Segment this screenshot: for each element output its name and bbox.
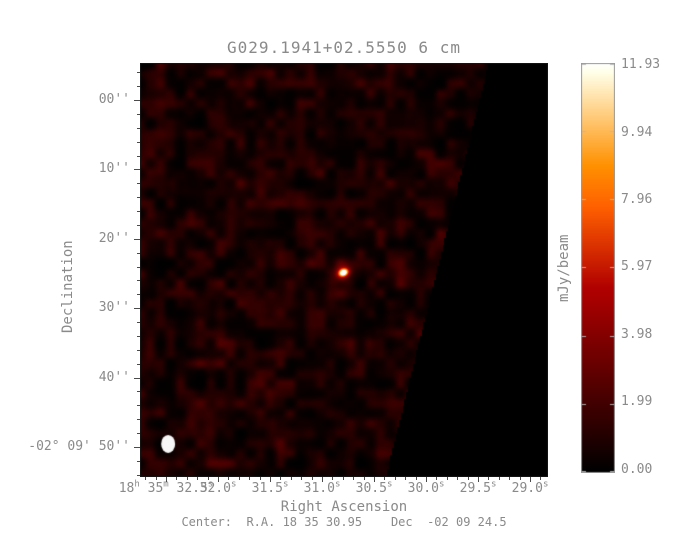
- x-minor-tick-mark: [207, 477, 209, 480]
- x-tick-mark: [478, 477, 479, 482]
- y-minor-tick-mark: [137, 127, 140, 129]
- y-minor-tick-mark: [137, 266, 140, 268]
- y-minor-tick-mark: [137, 280, 140, 282]
- y-minor-tick-mark: [137, 474, 140, 476]
- colorbar-tick-label: 11.93: [621, 57, 661, 72]
- y-minor-tick-mark: [137, 224, 140, 226]
- colorbar-tick-label: 9.94: [621, 124, 653, 140]
- y-tick-label: 20'': [98, 230, 130, 246]
- y-minor-tick-mark: [137, 252, 140, 254]
- x-minor-tick-mark: [384, 477, 386, 480]
- y-tick-label: 00'': [98, 92, 130, 107]
- sky-map-image: [140, 63, 548, 477]
- y-minor-tick-mark: [137, 433, 140, 435]
- x-minor-tick-mark: [405, 477, 407, 480]
- y-minor-tick-mark: [137, 419, 140, 421]
- x-tick-label: 30.0s: [407, 479, 445, 496]
- x-tick-mark: [530, 477, 531, 482]
- x-minor-tick-mark: [498, 477, 500, 480]
- colorbar-tick-label: 7.96: [621, 191, 653, 207]
- y-tick-mark: [134, 100, 140, 101]
- colorbar-title: mJy/beam: [556, 234, 572, 302]
- y-tick-mark: [134, 447, 140, 448]
- y-tick-label: -02° 09' 50'': [28, 439, 130, 454]
- y-axis-title: Declination: [60, 240, 76, 333]
- x-tick-mark: [166, 477, 167, 482]
- y-minor-tick-mark: [137, 86, 140, 88]
- y-minor-tick-mark: [137, 72, 140, 74]
- x-tick-label: 30.5s: [355, 479, 393, 496]
- y-minor-tick-mark: [137, 460, 140, 462]
- y-minor-tick-mark: [137, 183, 140, 185]
- x-minor-tick-mark: [342, 477, 344, 480]
- y-minor-tick-mark: [137, 349, 140, 351]
- y-tick-label: 30'': [98, 300, 130, 316]
- x-tick-label: 31.5s: [251, 479, 289, 496]
- y-minor-tick-mark: [137, 197, 140, 199]
- y-minor-tick-mark: [137, 155, 140, 157]
- x-minor-tick-mark: [415, 477, 417, 480]
- x-minor-tick-mark: [197, 477, 199, 480]
- x-minor-tick-mark: [301, 477, 303, 480]
- x-minor-tick-mark: [259, 477, 261, 480]
- x-minor-tick-mark: [457, 477, 459, 480]
- colorbar: [581, 63, 615, 473]
- y-minor-tick-mark: [137, 391, 140, 393]
- y-minor-tick-mark: [137, 322, 140, 324]
- x-tick-label: 29.5s: [459, 479, 497, 496]
- x-minor-tick-mark: [155, 477, 157, 480]
- x-tick-mark: [270, 477, 271, 482]
- x-minor-tick-mark: [363, 477, 365, 480]
- x-minor-tick-mark: [249, 477, 251, 480]
- y-tick-label: 40'': [98, 369, 130, 385]
- x-minor-tick-mark: [186, 477, 188, 480]
- x-minor-tick-mark: [436, 477, 438, 480]
- x-tick-mark: [426, 477, 427, 482]
- x-tick-label: 29.0s: [511, 479, 549, 496]
- x-minor-tick-mark: [332, 477, 334, 480]
- x-minor-tick-mark: [540, 477, 542, 480]
- x-tick-label: 31.0s: [303, 479, 341, 496]
- y-tick-label: 10'': [98, 161, 130, 177]
- x-minor-tick-mark: [176, 477, 178, 480]
- y-minor-tick-mark: [137, 141, 140, 143]
- x-minor-tick-mark: [280, 477, 282, 480]
- y-tick-mark: [134, 169, 140, 171]
- center-coordinates-caption: Center: R.A. 18 35 30.95 Dec -02 09 24.5: [181, 515, 507, 529]
- colorbar-tick-label: 1.99: [621, 394, 653, 410]
- x-tick-mark: [374, 477, 375, 482]
- x-minor-tick-mark: [238, 477, 240, 480]
- x-minor-tick-mark: [467, 477, 469, 480]
- x-minor-tick-mark: [488, 477, 490, 480]
- x-minor-tick-mark: [509, 477, 511, 480]
- x-minor-tick-mark: [446, 477, 448, 480]
- x-minor-tick-mark: [228, 477, 230, 480]
- y-tick-mark: [134, 308, 140, 310]
- x-minor-tick-mark: [519, 477, 521, 480]
- x-tick-label: 18h 35m 32.5s: [118, 479, 214, 496]
- y-tick-mark: [134, 238, 140, 240]
- x-minor-tick-mark: [290, 477, 292, 480]
- y-minor-tick-mark: [137, 211, 140, 213]
- x-minor-tick-mark: [145, 477, 147, 480]
- x-tick-mark: [218, 477, 219, 482]
- y-minor-tick-mark: [137, 335, 140, 337]
- figure-title: G029.1941+02.5550 6 cm: [227, 38, 461, 57]
- y-minor-tick-mark: [137, 113, 140, 115]
- colorbar-tick-label: 0.00: [621, 462, 653, 477]
- y-minor-tick-mark: [137, 363, 140, 365]
- colorbar-tick-label: 5.97: [621, 259, 653, 275]
- x-tick-mark: [322, 477, 323, 482]
- x-tick-label: 32.0s: [199, 479, 237, 496]
- x-axis-title: Right Ascension: [280, 499, 408, 515]
- y-minor-tick-mark: [137, 405, 140, 407]
- colorbar-tick-label: 3.98: [621, 326, 653, 342]
- x-minor-tick-mark: [394, 477, 396, 480]
- y-tick-mark: [134, 377, 140, 379]
- x-minor-tick-mark: [353, 477, 355, 480]
- x-minor-tick-mark: [311, 477, 313, 480]
- y-minor-tick-mark: [137, 294, 140, 296]
